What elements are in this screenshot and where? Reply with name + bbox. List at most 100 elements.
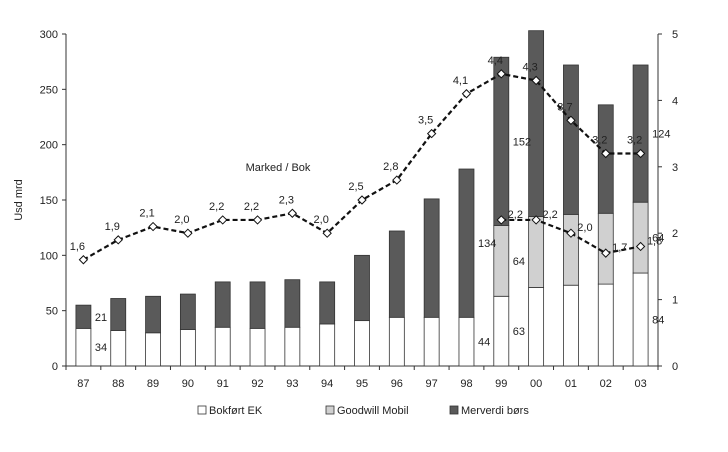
y-tick-label: 50: [46, 306, 58, 318]
bar-segment: [284, 326, 301, 367]
ratio-label: 2,0: [314, 214, 329, 226]
bar-segment: [110, 298, 127, 331]
bar-value-label: 21: [95, 312, 107, 324]
ratio-label: 1,9: [105, 221, 120, 233]
ratio-point: [148, 221, 158, 232]
y2-tick-label: 1: [672, 295, 678, 307]
bar-value-label: 34: [95, 342, 107, 354]
x-tick-label: 98: [460, 378, 472, 390]
x-tick-label: 99: [495, 378, 507, 390]
bar-segment: [388, 316, 405, 367]
x-tick-label: 94: [321, 378, 333, 390]
ratio-label: 2,2: [244, 201, 259, 213]
y-tick-label: 250: [40, 84, 58, 96]
bar-segment: [563, 284, 579, 367]
legend: Bokført EK Goodwill Mobil Merverdi børs: [197, 405, 529, 417]
x-tick-label: 95: [356, 378, 368, 390]
y2-tick-label: 4: [672, 95, 678, 107]
bar-value-label: 64: [513, 256, 525, 268]
legend-label: Goodwill Mobil: [337, 405, 409, 417]
legend-swatch: [325, 405, 335, 415]
ratio-point: [601, 148, 611, 159]
bar-value-label: 84: [652, 315, 664, 327]
ratio-point: [496, 215, 507, 225]
ratio-label: 3,2: [627, 135, 642, 147]
bar-value-label: 44: [478, 337, 490, 349]
y2-tick-label: 2: [672, 228, 678, 240]
legend-label: Merverdi børs: [461, 405, 529, 417]
x-tick-label: 89: [147, 378, 159, 390]
ratio-label: 2,2: [508, 209, 523, 221]
x-tick-label: 88: [112, 378, 124, 390]
ratio-label: 2,1: [139, 208, 154, 220]
y2-tick-label: 5: [672, 29, 678, 41]
y2-tick-label: 0: [672, 361, 678, 373]
ratio-point: [322, 228, 332, 238]
ratio-point: [496, 69, 507, 79]
ratio-point: [461, 89, 472, 99]
legend-label: Bokført EK: [209, 405, 263, 417]
bar-segment: [632, 272, 649, 367]
legend-swatch: [197, 405, 207, 415]
ratio-label: 1,7: [612, 242, 627, 254]
bars: [75, 30, 649, 367]
bar-value-label: 152: [513, 136, 531, 148]
ratio-point: [287, 208, 298, 218]
x-tick-label: 02: [600, 378, 612, 390]
y-tick-label: 150: [40, 195, 58, 207]
bar-value-label: 134: [478, 238, 496, 250]
ratio-label: 4,3: [522, 61, 537, 73]
bar-segment: [110, 330, 127, 367]
bar-segment: [354, 254, 370, 322]
x-tick-label: 93: [286, 378, 298, 390]
bar-segment: [597, 104, 614, 214]
ratio-label: 2,5: [348, 181, 363, 193]
ratio-point: [601, 248, 611, 258]
bar-value-label: 124: [652, 129, 670, 141]
ratio-point: [217, 215, 228, 225]
ratio-label: 1,8: [647, 235, 662, 247]
ratio-label: 3,7: [557, 101, 572, 113]
bar-segment: [528, 287, 545, 367]
y-tick-label: 200: [40, 140, 58, 152]
y-tick-label: 300: [40, 29, 58, 41]
bar-segment: [528, 216, 545, 288]
bar-segment: [493, 295, 510, 367]
ratio-point: [566, 228, 576, 238]
ratio-label: 4,1: [453, 75, 468, 87]
x-tick-label: 90: [182, 378, 194, 390]
ratio-label: 3,2: [592, 135, 607, 147]
x-tick-label: 03: [634, 378, 646, 390]
bar-segment: [249, 327, 266, 367]
ratio-point: [426, 128, 437, 139]
bar-segment: [319, 323, 336, 367]
bar-value-label: 64: [652, 233, 664, 245]
x-tick-label: 01: [565, 378, 577, 390]
bar-segment: [423, 316, 440, 367]
bar-segment: [284, 279, 301, 328]
ratio-label: 2,0: [174, 214, 189, 226]
bar-segment: [145, 332, 161, 367]
ratio-point: [531, 215, 541, 225]
bar-segment: [423, 198, 440, 318]
bar-segment: [563, 213, 579, 286]
ratio-label: 2,2: [209, 201, 224, 213]
x-tick-label: 00: [530, 378, 542, 390]
bar-segment: [632, 64, 649, 203]
ratio-label: 2,2: [542, 209, 557, 221]
ratio-lines: [78, 69, 646, 265]
ratio-point: [78, 255, 89, 265]
y-tick-label: 100: [40, 250, 58, 262]
ratio-point: [392, 175, 402, 185]
bar-segment: [493, 225, 510, 297]
ratio-point: [635, 148, 646, 159]
bar-segment: [214, 281, 231, 328]
x-tick-label: 92: [251, 378, 263, 390]
ratio-point: [566, 115, 576, 126]
bar-segment: [75, 304, 92, 329]
bar-segment: [563, 64, 579, 215]
x-tick-label: 96: [391, 378, 403, 390]
x-tick-label: 97: [426, 378, 438, 390]
ratio-label: 2,8: [383, 161, 398, 173]
